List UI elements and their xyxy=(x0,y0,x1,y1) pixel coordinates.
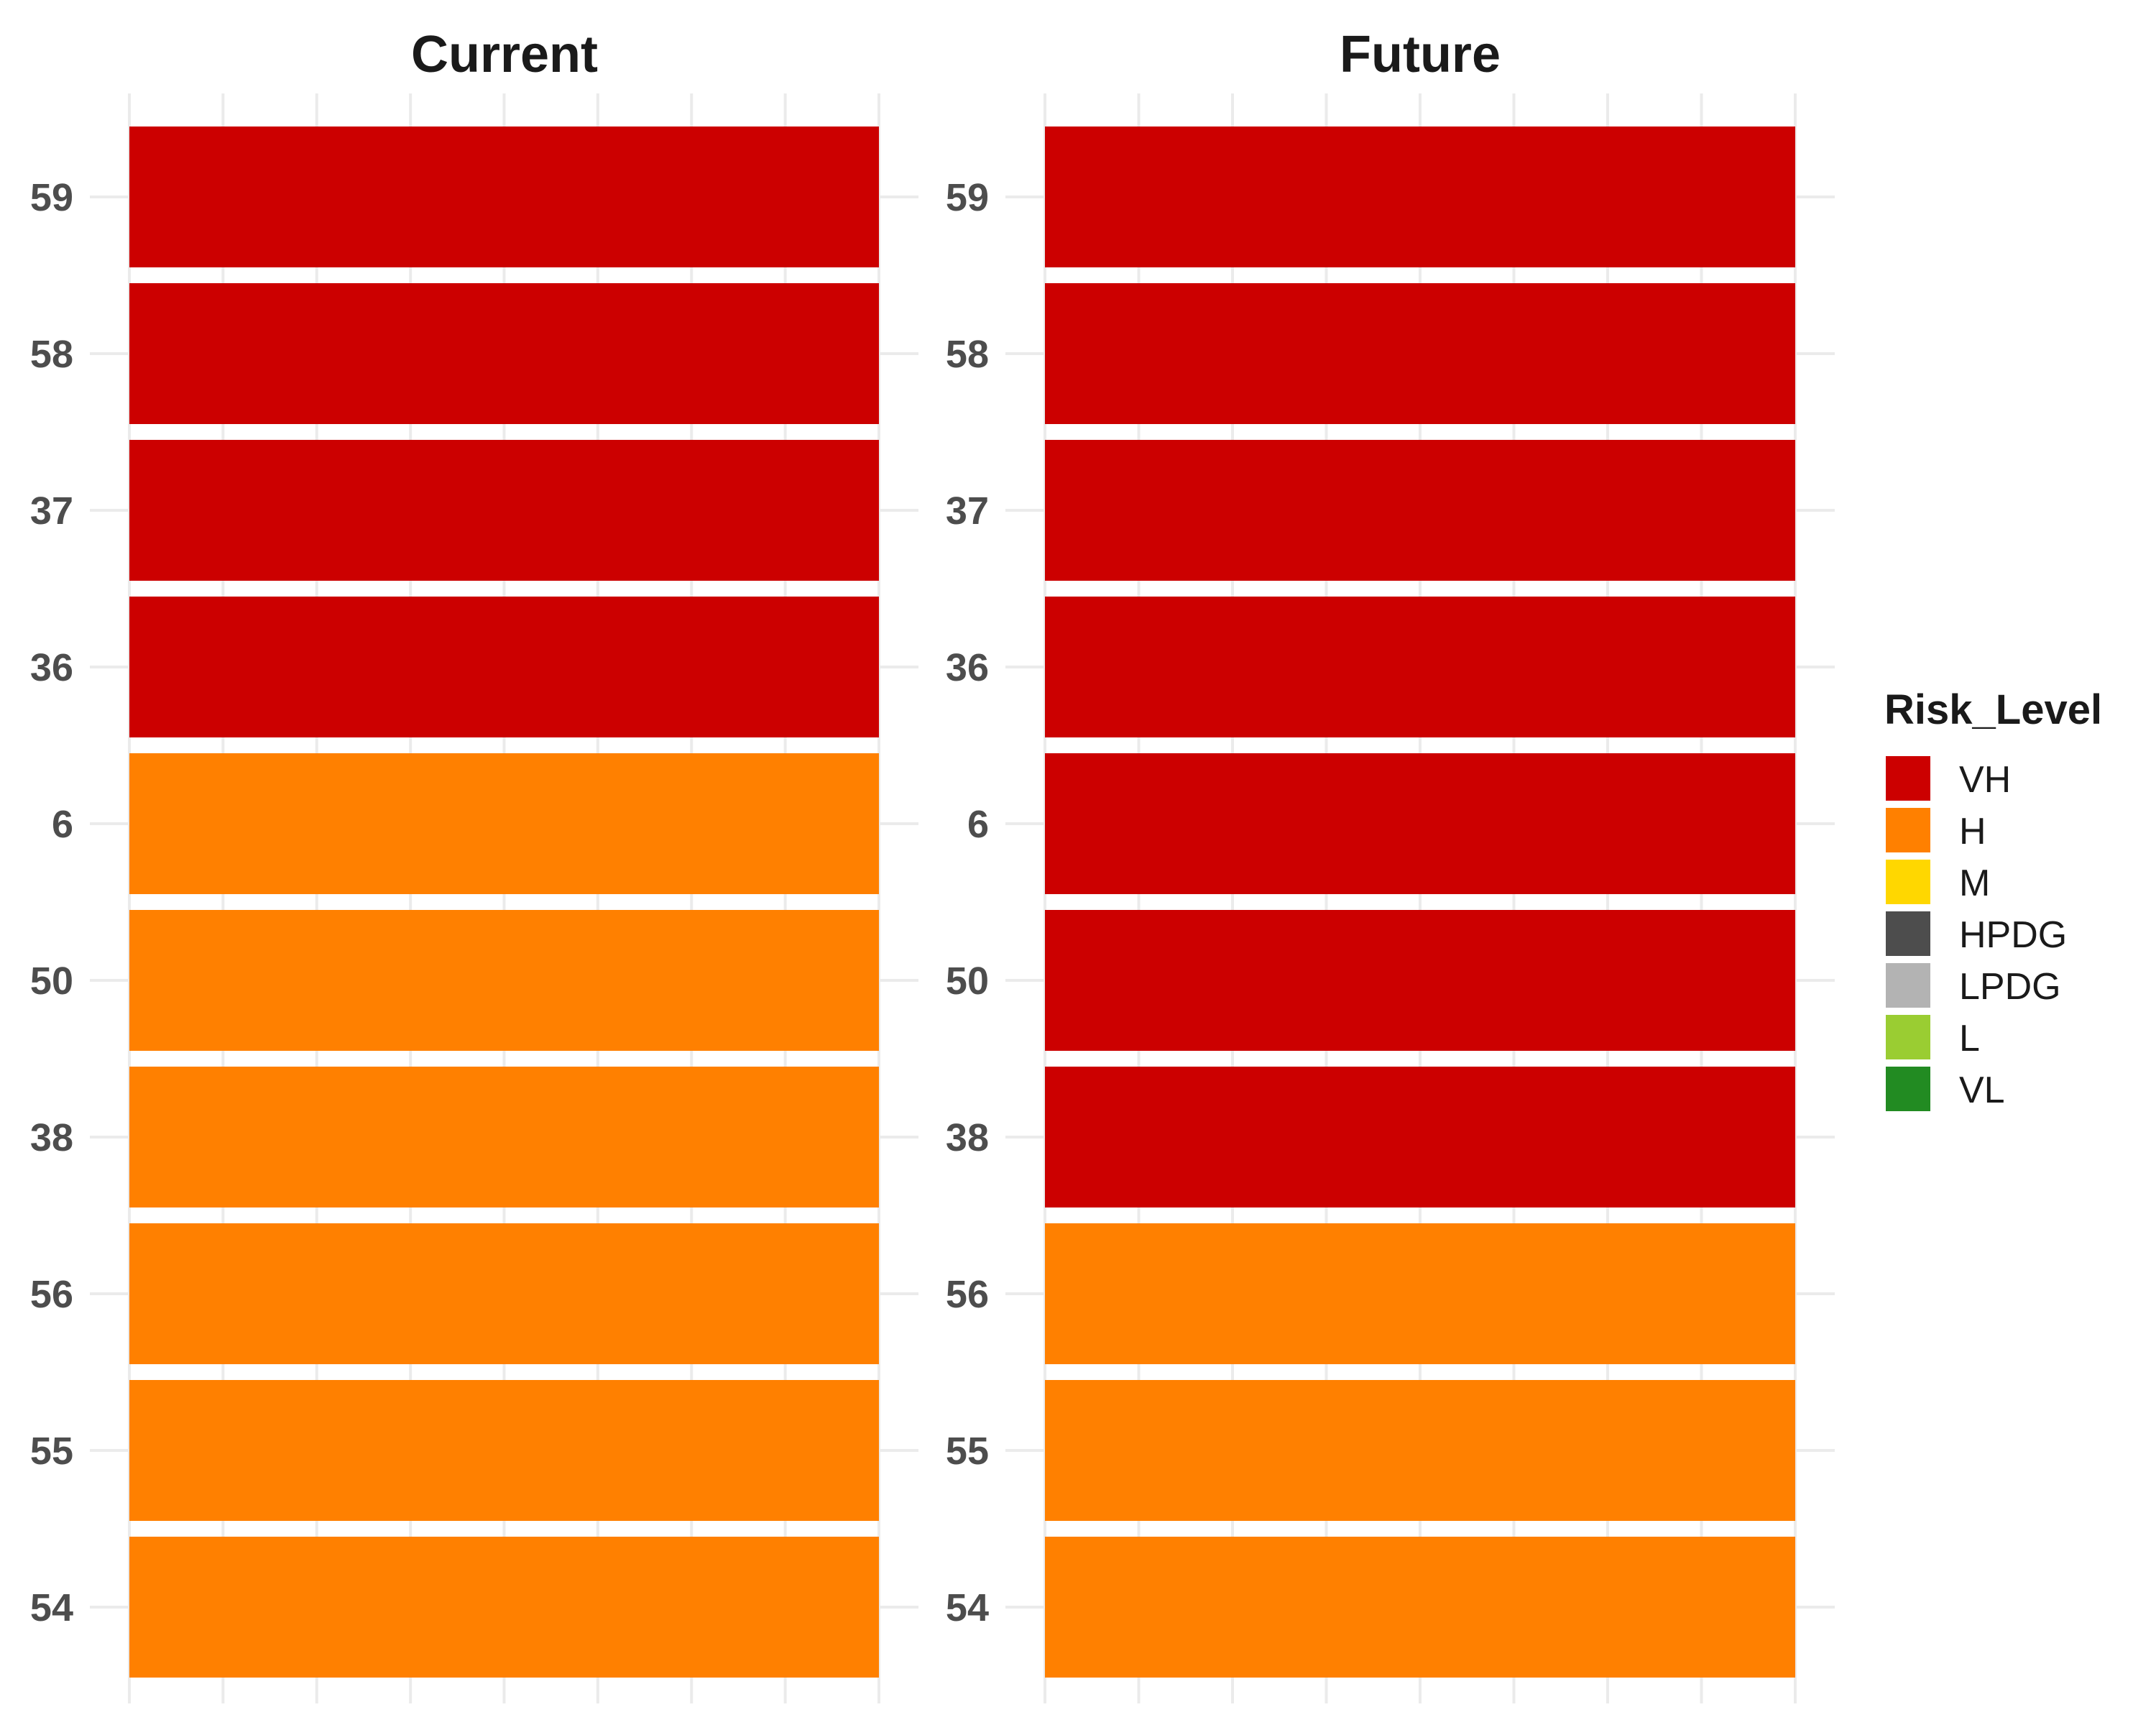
legend-label: LPDG xyxy=(1959,966,2061,1008)
y-tick-label: 50 xyxy=(30,960,73,1003)
tile-future-54 xyxy=(1045,1537,1795,1678)
tile-current-38 xyxy=(129,1067,879,1208)
legend-label: L xyxy=(1959,1018,1980,1059)
legend-label: VH xyxy=(1959,759,2011,801)
tile-current-6 xyxy=(129,753,879,894)
y-tick-label: 59 xyxy=(946,176,989,219)
tile-current-56 xyxy=(129,1223,879,1364)
legend: Risk_Level VH HM HPDG LPDG L VL xyxy=(1883,686,2102,1114)
tile-current-50 xyxy=(129,910,879,1051)
tile-future-36 xyxy=(1045,597,1795,737)
legend-swatch xyxy=(1883,805,1933,855)
tile-future-55 xyxy=(1045,1380,1795,1521)
tile-current-58 xyxy=(129,283,879,424)
tile-future-50 xyxy=(1045,910,1795,1051)
y-tick-label: 6 xyxy=(967,803,989,846)
legend-swatch xyxy=(1883,960,1933,1011)
tile-current-54 xyxy=(129,1537,879,1678)
y-tick-label: 55 xyxy=(30,1430,73,1473)
y-tick-label: 56 xyxy=(30,1273,73,1316)
y-tick-label: 50 xyxy=(946,960,989,1003)
facet-title-current: Current xyxy=(411,26,598,83)
y-tick-label: 54 xyxy=(30,1586,73,1629)
y-tick-label: 56 xyxy=(946,1273,989,1316)
tile-future-37 xyxy=(1045,440,1795,581)
legend-label: HPDG xyxy=(1959,914,2067,956)
y-tick-label: 58 xyxy=(30,333,73,376)
legend-item-hpdg: HPDG xyxy=(1883,908,2067,959)
legend-label: M xyxy=(1959,862,1990,904)
y-tick-label: 58 xyxy=(946,333,989,376)
tile-future-56 xyxy=(1045,1223,1795,1364)
y-tick-label: 37 xyxy=(946,489,989,533)
legend-item-l: L xyxy=(1883,1012,1980,1062)
legend-item-m: M xyxy=(1883,857,1990,907)
legend-item-vh: VH xyxy=(1883,753,2011,804)
legend-item-h: H xyxy=(1883,805,1986,855)
tile-current-55 xyxy=(129,1380,879,1521)
tile-current-59 xyxy=(129,126,879,267)
legend-swatch xyxy=(1883,1012,1933,1062)
y-tick-label: 59 xyxy=(30,176,73,219)
y-tick-label: 38 xyxy=(946,1116,989,1159)
tile-current-36 xyxy=(129,597,879,737)
facet-panel-current: Current 59 58 37 36 6 50 38 56 55 54 xyxy=(30,26,918,1703)
tile-future-59 xyxy=(1045,126,1795,267)
legend-item-lpdg: LPDG xyxy=(1883,960,2061,1011)
y-tick-label: 36 xyxy=(946,646,989,689)
legend-swatch xyxy=(1883,753,1933,804)
tile-future-58 xyxy=(1045,283,1795,424)
y-tick-label: 37 xyxy=(30,489,73,533)
facet-title-future: Future xyxy=(1340,26,1501,83)
tile-current-37 xyxy=(129,440,879,581)
y-tick-label: 55 xyxy=(946,1430,989,1473)
tile-future-6 xyxy=(1045,753,1795,894)
y-tick-label: 6 xyxy=(52,803,73,846)
legend-swatch xyxy=(1883,1064,1933,1114)
tile-future-38 xyxy=(1045,1067,1795,1208)
legend-item-vl: VL xyxy=(1883,1064,2005,1114)
facet-panel-future: Future 59 58 37 36 6 50 38 56 55 54 xyxy=(946,26,1835,1703)
legend-swatch xyxy=(1883,857,1933,907)
legend-label: H xyxy=(1959,811,1986,852)
legend-swatch xyxy=(1883,908,1933,959)
y-tick-label: 38 xyxy=(30,1116,73,1159)
y-tick-label: 36 xyxy=(30,646,73,689)
facet-panels: Current 59 58 37 36 6 50 38 56 55 54 Future 59 58 37 36… xyxy=(30,26,1835,1703)
legend-label: VL xyxy=(1959,1070,2005,1111)
y-tick-label: 54 xyxy=(946,1586,989,1629)
legend-title: Risk_Level xyxy=(1884,686,2102,733)
